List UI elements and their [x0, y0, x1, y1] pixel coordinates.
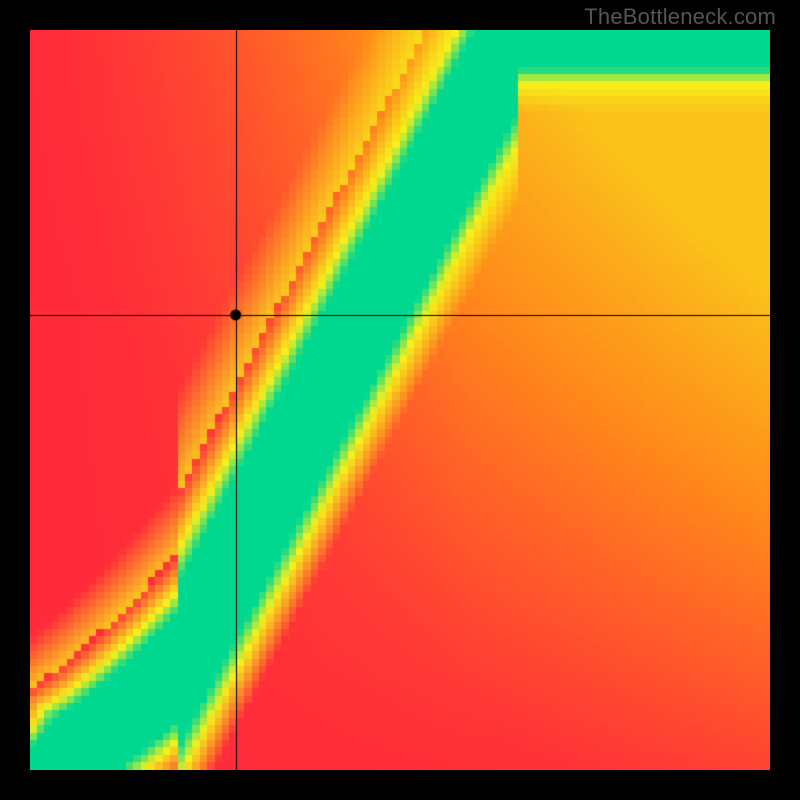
bottleneck-heatmap: [30, 30, 770, 770]
watermark-label: TheBottleneck.com: [584, 4, 776, 30]
chart-container: TheBottleneck.com: [0, 0, 800, 800]
